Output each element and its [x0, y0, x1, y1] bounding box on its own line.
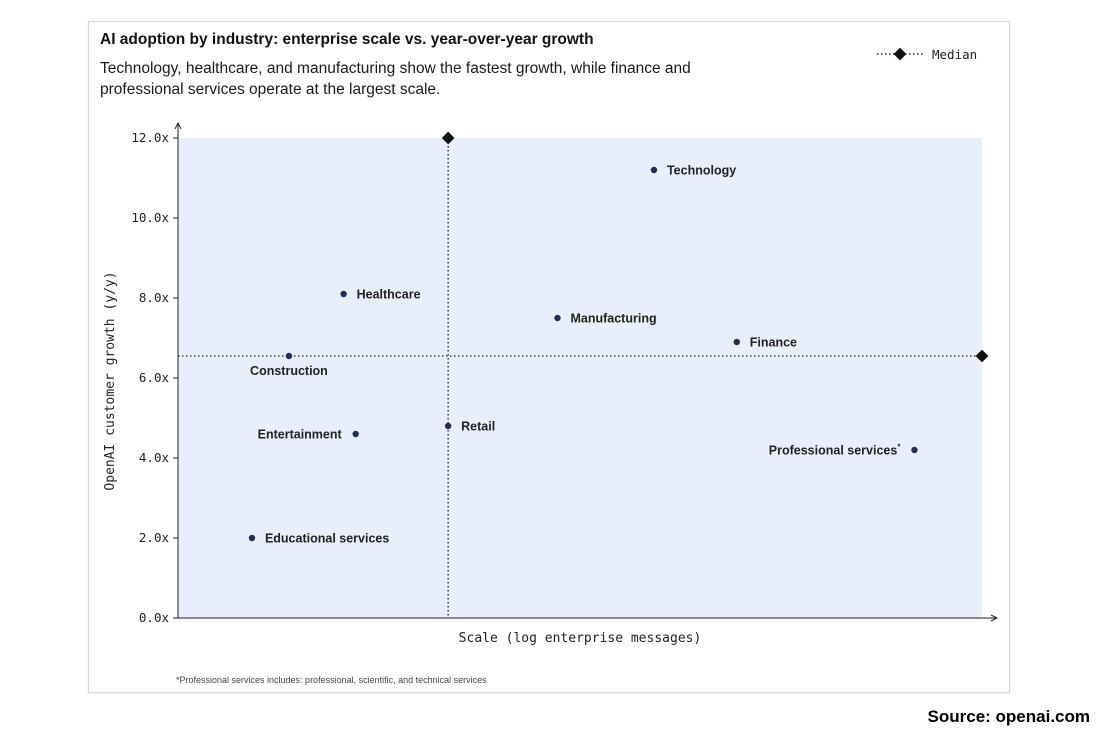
y-tick-label: 12.0x [131, 130, 169, 145]
y-tick-label: 6.0x [139, 370, 170, 385]
point-label-healthcare: Healthcare [357, 288, 421, 302]
point-label-finance: Finance [750, 336, 797, 350]
y-axis-arrow [174, 121, 182, 130]
point-label-text: Manufacturing [570, 312, 656, 326]
chart-title: AI adoption by industry: enterprise scal… [100, 31, 594, 48]
x-axis-title: Scale (log enterprise messages) [459, 631, 702, 646]
point-professional-services [911, 446, 918, 454]
point-educational-services [248, 534, 256, 542]
y-axis-title: OpenAI customer growth (y/y) [103, 271, 118, 490]
legend: Median [876, 44, 977, 64]
point-construction [285, 352, 293, 360]
point-label-text: Technology [667, 164, 736, 178]
median-x-marker [441, 131, 455, 145]
point-label-text: Retail [461, 420, 495, 434]
point-label-text: Entertainment [258, 428, 343, 442]
point-label-text: Construction [250, 364, 328, 378]
y-tick-label: 2.0x [139, 530, 170, 545]
point-label-professional-services: Professional services* [769, 443, 902, 458]
point-technology [650, 166, 658, 174]
point-manufacturing [554, 314, 561, 322]
point-label-text: Educational services [265, 532, 389, 546]
point-label-entertainment: Entertainment [258, 428, 343, 442]
footnote-marker: * [897, 443, 901, 452]
y-tick-label: 0.0x [139, 610, 170, 625]
y-tick-label: 4.0x [139, 450, 170, 465]
y-tick-label: 10.0x [131, 210, 169, 225]
x-axis-arrow [990, 614, 999, 622]
point-entertainment [352, 430, 359, 438]
point-label-retail: Retail [461, 420, 495, 434]
point-label-construction: Construction [250, 364, 328, 378]
point-label-technology: Technology [667, 164, 736, 178]
footnote: *Professional services includes: profess… [176, 675, 487, 685]
point-label-text: Healthcare [357, 288, 421, 302]
plot-area [178, 138, 982, 618]
point-label-educational-services: Educational services [265, 532, 389, 546]
point-healthcare [340, 290, 347, 298]
point-finance [733, 338, 740, 346]
y-tick-label: 8.0x [139, 290, 170, 305]
source-credit: Source: openai.com [927, 707, 1090, 726]
median-legend-icon [877, 47, 923, 61]
chart-subtitle: Technology, healthcare, and manufacturin… [100, 60, 691, 98]
legend-label-median: Median [932, 46, 978, 62]
point-label-text: Professional services [769, 444, 898, 458]
point-label-text: Finance [750, 336, 797, 350]
point-retail [444, 422, 452, 430]
point-label-manufacturing: Manufacturing [570, 312, 656, 326]
